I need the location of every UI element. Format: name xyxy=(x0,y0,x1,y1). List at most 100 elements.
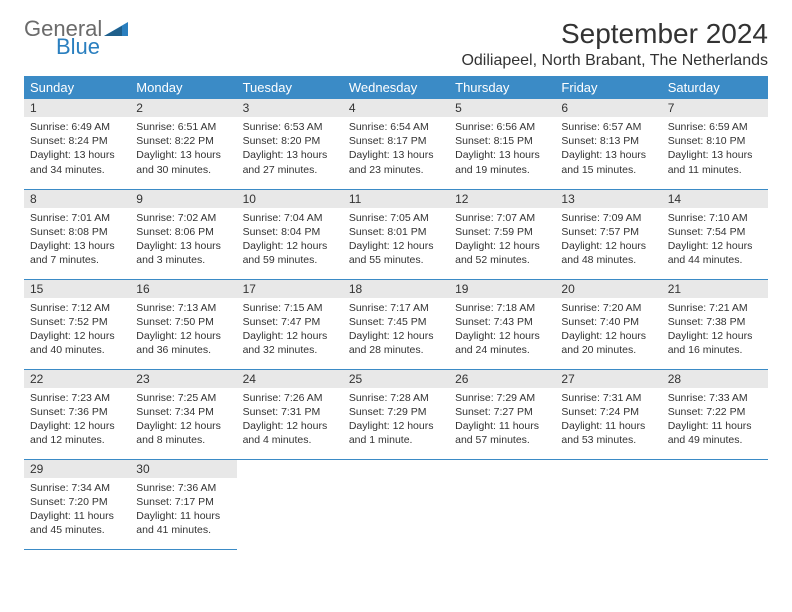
day-number: 6 xyxy=(555,99,661,117)
daylight-line: Daylight: 12 hours and 12 minutes. xyxy=(30,419,124,447)
day-details: Sunrise: 7:26 AMSunset: 7:31 PMDaylight:… xyxy=(237,388,343,453)
day-details: Sunrise: 7:15 AMSunset: 7:47 PMDaylight:… xyxy=(237,298,343,363)
day-details: Sunrise: 7:10 AMSunset: 7:54 PMDaylight:… xyxy=(662,208,768,273)
calendar-day-cell: 1Sunrise: 6:49 AMSunset: 8:24 PMDaylight… xyxy=(24,99,130,189)
day-details: Sunrise: 7:21 AMSunset: 7:38 PMDaylight:… xyxy=(662,298,768,363)
calendar-day-cell: 8Sunrise: 7:01 AMSunset: 8:08 PMDaylight… xyxy=(24,189,130,279)
sunset-line: Sunset: 8:15 PM xyxy=(455,134,549,148)
sunset-line: Sunset: 7:20 PM xyxy=(30,495,124,509)
calendar-day-cell xyxy=(555,459,661,549)
calendar-day-cell: 14Sunrise: 7:10 AMSunset: 7:54 PMDayligh… xyxy=(662,189,768,279)
sunset-line: Sunset: 8:06 PM xyxy=(136,225,230,239)
day-number: 15 xyxy=(24,280,130,298)
calendar-day-cell: 15Sunrise: 7:12 AMSunset: 7:52 PMDayligh… xyxy=(24,279,130,369)
sunrise-line: Sunrise: 7:25 AM xyxy=(136,391,230,405)
title-block: September 2024 Odiliapeel, North Brabant… xyxy=(461,18,768,70)
day-details: Sunrise: 7:12 AMSunset: 7:52 PMDaylight:… xyxy=(24,298,130,363)
calendar-day-cell: 21Sunrise: 7:21 AMSunset: 7:38 PMDayligh… xyxy=(662,279,768,369)
daylight-line: Daylight: 12 hours and 24 minutes. xyxy=(455,329,549,357)
sunset-line: Sunset: 7:29 PM xyxy=(349,405,443,419)
day-details: Sunrise: 7:09 AMSunset: 7:57 PMDaylight:… xyxy=(555,208,661,273)
daylight-line: Daylight: 13 hours and 19 minutes. xyxy=(455,148,549,176)
day-details: Sunrise: 7:05 AMSunset: 8:01 PMDaylight:… xyxy=(343,208,449,273)
day-details: Sunrise: 6:51 AMSunset: 8:22 PMDaylight:… xyxy=(130,117,236,182)
sunrise-line: Sunrise: 6:57 AM xyxy=(561,120,655,134)
calendar-day-cell: 17Sunrise: 7:15 AMSunset: 7:47 PMDayligh… xyxy=(237,279,343,369)
logo-blue: Blue xyxy=(56,36,128,58)
day-details: Sunrise: 7:13 AMSunset: 7:50 PMDaylight:… xyxy=(130,298,236,363)
header: General Blue September 2024 Odiliapeel, … xyxy=(24,18,768,70)
sunrise-line: Sunrise: 7:36 AM xyxy=(136,481,230,495)
weekday-header-row: Sunday Monday Tuesday Wednesday Thursday… xyxy=(24,76,768,99)
daylight-line: Daylight: 12 hours and 40 minutes. xyxy=(30,329,124,357)
day-details: Sunrise: 6:56 AMSunset: 8:15 PMDaylight:… xyxy=(449,117,555,182)
day-number: 21 xyxy=(662,280,768,298)
sunset-line: Sunset: 7:57 PM xyxy=(561,225,655,239)
sunset-line: Sunset: 8:22 PM xyxy=(136,134,230,148)
sunrise-line: Sunrise: 7:09 AM xyxy=(561,211,655,225)
calendar-day-cell: 25Sunrise: 7:28 AMSunset: 7:29 PMDayligh… xyxy=(343,369,449,459)
day-details: Sunrise: 7:29 AMSunset: 7:27 PMDaylight:… xyxy=(449,388,555,453)
day-number: 24 xyxy=(237,370,343,388)
sunset-line: Sunset: 7:31 PM xyxy=(243,405,337,419)
sunset-line: Sunset: 8:01 PM xyxy=(349,225,443,239)
daylight-line: Daylight: 12 hours and 55 minutes. xyxy=(349,239,443,267)
daylight-line: Daylight: 12 hours and 8 minutes. xyxy=(136,419,230,447)
day-details: Sunrise: 6:49 AMSunset: 8:24 PMDaylight:… xyxy=(24,117,130,182)
sunrise-line: Sunrise: 6:53 AM xyxy=(243,120,337,134)
day-number: 7 xyxy=(662,99,768,117)
day-number: 22 xyxy=(24,370,130,388)
sunset-line: Sunset: 8:24 PM xyxy=(30,134,124,148)
weekday-header: Tuesday xyxy=(237,76,343,99)
daylight-line: Daylight: 11 hours and 45 minutes. xyxy=(30,509,124,537)
sunset-line: Sunset: 8:20 PM xyxy=(243,134,337,148)
day-details: Sunrise: 6:57 AMSunset: 8:13 PMDaylight:… xyxy=(555,117,661,182)
daylight-line: Daylight: 12 hours and 28 minutes. xyxy=(349,329,443,357)
sunset-line: Sunset: 8:08 PM xyxy=(30,225,124,239)
day-number: 27 xyxy=(555,370,661,388)
weekday-header: Monday xyxy=(130,76,236,99)
day-number: 25 xyxy=(343,370,449,388)
calendar-day-cell: 20Sunrise: 7:20 AMSunset: 7:40 PMDayligh… xyxy=(555,279,661,369)
sunset-line: Sunset: 7:34 PM xyxy=(136,405,230,419)
calendar-day-cell xyxy=(343,459,449,549)
day-number: 17 xyxy=(237,280,343,298)
daylight-line: Daylight: 12 hours and 16 minutes. xyxy=(668,329,762,357)
day-number: 5 xyxy=(449,99,555,117)
day-details: Sunrise: 7:04 AMSunset: 8:04 PMDaylight:… xyxy=(237,208,343,273)
calendar-day-cell: 27Sunrise: 7:31 AMSunset: 7:24 PMDayligh… xyxy=(555,369,661,459)
daylight-line: Daylight: 12 hours and 59 minutes. xyxy=(243,239,337,267)
calendar-day-cell: 13Sunrise: 7:09 AMSunset: 7:57 PMDayligh… xyxy=(555,189,661,279)
daylight-line: Daylight: 13 hours and 11 minutes. xyxy=(668,148,762,176)
day-number: 28 xyxy=(662,370,768,388)
sunset-line: Sunset: 7:45 PM xyxy=(349,315,443,329)
calendar-week-row: 22Sunrise: 7:23 AMSunset: 7:36 PMDayligh… xyxy=(24,369,768,459)
daylight-line: Daylight: 12 hours and 36 minutes. xyxy=(136,329,230,357)
daylight-line: Daylight: 13 hours and 34 minutes. xyxy=(30,148,124,176)
sunset-line: Sunset: 7:36 PM xyxy=(30,405,124,419)
daylight-line: Daylight: 11 hours and 57 minutes. xyxy=(455,419,549,447)
sunrise-line: Sunrise: 7:31 AM xyxy=(561,391,655,405)
day-details: Sunrise: 7:33 AMSunset: 7:22 PMDaylight:… xyxy=(662,388,768,453)
sunset-line: Sunset: 7:22 PM xyxy=(668,405,762,419)
sunset-line: Sunset: 8:17 PM xyxy=(349,134,443,148)
day-details: Sunrise: 7:31 AMSunset: 7:24 PMDaylight:… xyxy=(555,388,661,453)
sunrise-line: Sunrise: 6:56 AM xyxy=(455,120,549,134)
calendar-day-cell: 10Sunrise: 7:04 AMSunset: 8:04 PMDayligh… xyxy=(237,189,343,279)
calendar-day-cell: 24Sunrise: 7:26 AMSunset: 7:31 PMDayligh… xyxy=(237,369,343,459)
daylight-line: Daylight: 11 hours and 41 minutes. xyxy=(136,509,230,537)
day-number: 16 xyxy=(130,280,236,298)
day-details: Sunrise: 7:25 AMSunset: 7:34 PMDaylight:… xyxy=(130,388,236,453)
day-details: Sunrise: 7:01 AMSunset: 8:08 PMDaylight:… xyxy=(24,208,130,273)
calendar-day-cell: 12Sunrise: 7:07 AMSunset: 7:59 PMDayligh… xyxy=(449,189,555,279)
calendar-day-cell xyxy=(662,459,768,549)
daylight-line: Daylight: 12 hours and 4 minutes. xyxy=(243,419,337,447)
day-number: 19 xyxy=(449,280,555,298)
calendar-day-cell: 9Sunrise: 7:02 AMSunset: 8:06 PMDaylight… xyxy=(130,189,236,279)
sunset-line: Sunset: 7:54 PM xyxy=(668,225,762,239)
calendar-day-cell: 3Sunrise: 6:53 AMSunset: 8:20 PMDaylight… xyxy=(237,99,343,189)
calendar-day-cell: 16Sunrise: 7:13 AMSunset: 7:50 PMDayligh… xyxy=(130,279,236,369)
calendar-day-cell: 22Sunrise: 7:23 AMSunset: 7:36 PMDayligh… xyxy=(24,369,130,459)
sunset-line: Sunset: 7:38 PM xyxy=(668,315,762,329)
sunset-line: Sunset: 7:52 PM xyxy=(30,315,124,329)
